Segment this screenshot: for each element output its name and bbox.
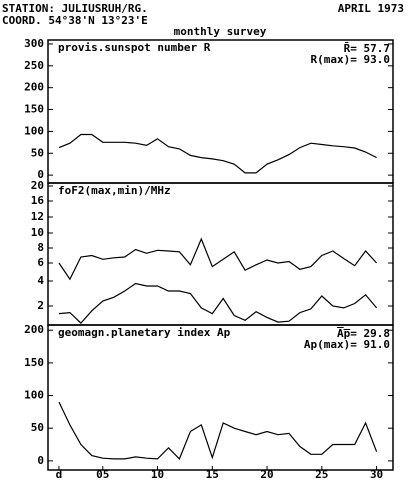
panel-title: provis.sunspot number R <box>58 41 211 54</box>
y-tick-label: 0 <box>37 454 44 467</box>
annotation: A̅p̅= 29.8 <box>337 327 390 340</box>
y-tick-label: 100 <box>24 124 44 137</box>
annotation: Ap(max)= 91.0 <box>304 338 390 351</box>
y-tick-label: 50 <box>31 146 44 159</box>
x-tick-label: 05 <box>96 468 109 480</box>
subtitle: monthly survey <box>174 25 267 38</box>
x-tick-label: 30 <box>370 468 383 480</box>
x-tick-label: 10 <box>151 468 164 480</box>
y-tick-label: 150 <box>24 356 44 369</box>
coord: COORD. 54°38'N 13°23'E <box>2 14 148 27</box>
y-tick-label: 200 <box>24 81 44 94</box>
y-tick-label: 20 <box>31 179 44 192</box>
y-tick-label: 4 <box>37 274 44 287</box>
annotation: R(max)= 93.0 <box>311 53 390 66</box>
y-tick-label: 300 <box>24 37 44 50</box>
y-tick-label: 6 <box>37 256 44 269</box>
data-line <box>58 401 378 460</box>
y-tick-label: 100 <box>24 389 44 402</box>
y-tick-label: 12 <box>31 210 44 223</box>
station: STATION: JULIUSRUH/RG. <box>2 2 148 15</box>
y-tick-label: 10 <box>31 226 44 239</box>
y-tick-label: 250 <box>24 59 44 72</box>
y-tick-label: 50 <box>31 421 44 434</box>
data-line <box>58 133 377 174</box>
panel-title: foF2(max,min)/MHz <box>58 184 171 197</box>
frame <box>47 324 394 471</box>
y-tick-label: 8 <box>37 241 44 254</box>
x-tick-label: 25 <box>315 468 328 480</box>
panel-title: geomagn.planetary index Ap <box>58 326 231 339</box>
y-tick-label: 2 <box>37 299 44 312</box>
y-tick-label: 0 <box>37 168 44 181</box>
date: APRIL 1973 <box>338 2 404 15</box>
data-line <box>58 237 378 281</box>
x-tick-label: 20 <box>260 468 273 480</box>
x-tick-label: 15 <box>206 468 219 480</box>
x-tick-label: d <box>56 468 63 480</box>
y-tick-label: 200 <box>24 323 44 336</box>
data-line <box>58 282 378 324</box>
y-tick-label: 16 <box>31 194 45 207</box>
y-tick-label: 150 <box>24 103 44 116</box>
annotation: R̄= 57.7 <box>344 42 390 55</box>
